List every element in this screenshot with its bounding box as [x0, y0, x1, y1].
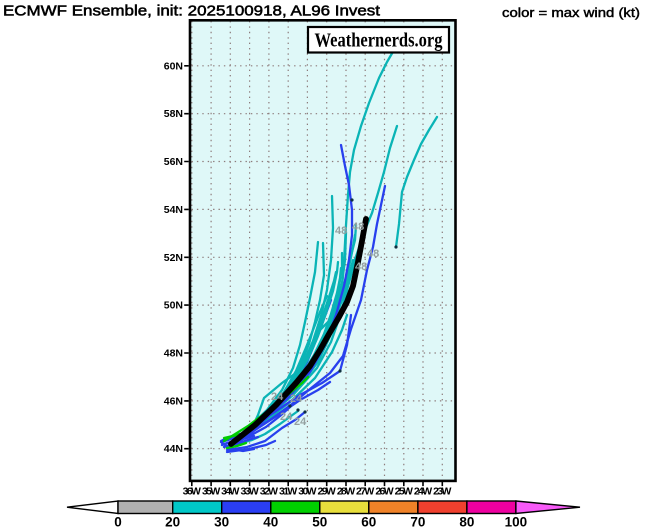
- svg-text:58N: 58N: [164, 108, 183, 120]
- svg-text:60N: 60N: [164, 60, 183, 72]
- svg-text:36W: 36W: [183, 486, 201, 498]
- svg-text:24: 24: [294, 416, 307, 428]
- svg-text:24: 24: [271, 391, 284, 403]
- svg-text:48: 48: [367, 248, 379, 260]
- svg-text:color = max wind (kt): color = max wind (kt): [502, 6, 640, 20]
- svg-text:23W: 23W: [433, 486, 451, 498]
- svg-text:Weathernerds.org: Weathernerds.org: [315, 30, 443, 52]
- svg-text:48: 48: [355, 261, 367, 273]
- svg-text:ECMWF Ensemble, init: 20251009: ECMWF Ensemble, init: 2025100918, AL96 I…: [3, 3, 381, 20]
- svg-text:24: 24: [290, 393, 303, 405]
- svg-text:30: 30: [214, 515, 229, 530]
- svg-text:48: 48: [352, 221, 364, 233]
- svg-text:80: 80: [459, 515, 474, 530]
- svg-text:50: 50: [312, 515, 327, 530]
- svg-text:24: 24: [280, 411, 293, 423]
- svg-text:29W: 29W: [318, 486, 336, 498]
- svg-text:25W: 25W: [395, 486, 413, 498]
- svg-text:48: 48: [335, 225, 347, 237]
- svg-text:40: 40: [263, 515, 278, 530]
- svg-text:33W: 33W: [240, 486, 258, 498]
- svg-text:32W: 32W: [260, 486, 278, 498]
- svg-text:34W: 34W: [221, 486, 239, 498]
- svg-text:26W: 26W: [375, 486, 393, 498]
- svg-text:70: 70: [410, 515, 425, 530]
- svg-text:56N: 56N: [164, 156, 183, 168]
- svg-text:20: 20: [165, 515, 180, 530]
- svg-text:52N: 52N: [164, 252, 183, 264]
- svg-text:28W: 28W: [337, 486, 355, 498]
- svg-text:27W: 27W: [356, 486, 374, 498]
- svg-text:46N: 46N: [164, 395, 183, 407]
- svg-text:50N: 50N: [164, 300, 183, 312]
- svg-text:54N: 54N: [164, 204, 183, 216]
- svg-text:100: 100: [505, 515, 528, 530]
- svg-text:0: 0: [114, 515, 122, 530]
- svg-text:48N: 48N: [164, 348, 183, 360]
- svg-text:24W: 24W: [414, 486, 432, 498]
- svg-text:31W: 31W: [279, 486, 297, 498]
- svg-text:44N: 44N: [164, 443, 183, 455]
- svg-text:35W: 35W: [202, 486, 220, 498]
- svg-text:60: 60: [361, 515, 376, 530]
- svg-text:30W: 30W: [298, 486, 316, 498]
